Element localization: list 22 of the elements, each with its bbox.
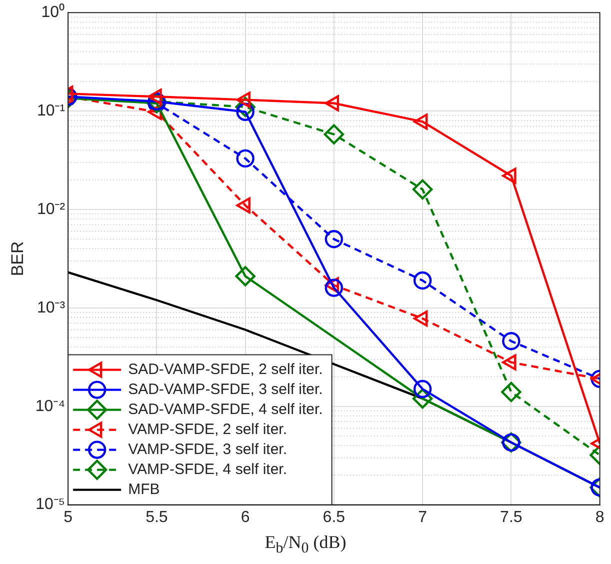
y-tick-label: 10⁻⁴ xyxy=(35,398,66,415)
y-tick-label: 10⁻¹ xyxy=(36,102,66,120)
x-tick-label: 6.5 xyxy=(322,508,346,526)
x-tick-label: 6 xyxy=(240,508,250,526)
y-tick-label: 10⁻³ xyxy=(36,299,66,316)
x-tick-label: 5 xyxy=(64,508,73,526)
legend-label: VAMP-SFDE, 3 self iter. xyxy=(128,440,288,458)
y-tick-label: 10⁰ xyxy=(41,3,66,22)
y-axis-title: BER xyxy=(8,241,27,276)
x-axis-title: E$_{b}$/N$_{0}$ (dB) xyxy=(264,532,348,558)
legend-label: SAD-VAMP-SFDE, 3 self iter. xyxy=(128,380,323,398)
legend-label: SAD-VAMP-SFDE, 2 self iter. xyxy=(128,360,323,378)
y-tick-label: 10⁻² xyxy=(36,200,66,218)
y-tick-label: 10⁻⁵ xyxy=(36,496,66,514)
legend-label: MFB xyxy=(128,480,160,498)
x-tick-label: 8 xyxy=(595,508,604,526)
x-tick-label: 7.5 xyxy=(500,508,522,526)
legend-label: VAMP-SFDE, 2 self iter. xyxy=(128,420,288,438)
legend-label: VAMP-SFDE, 4 self iter. xyxy=(128,460,288,478)
x-tick-label: 5.5 xyxy=(146,508,168,526)
x-tick-label: 7 xyxy=(418,508,428,526)
legend-label: SAD-VAMP-SFDE, 4 self iter. xyxy=(128,400,323,418)
